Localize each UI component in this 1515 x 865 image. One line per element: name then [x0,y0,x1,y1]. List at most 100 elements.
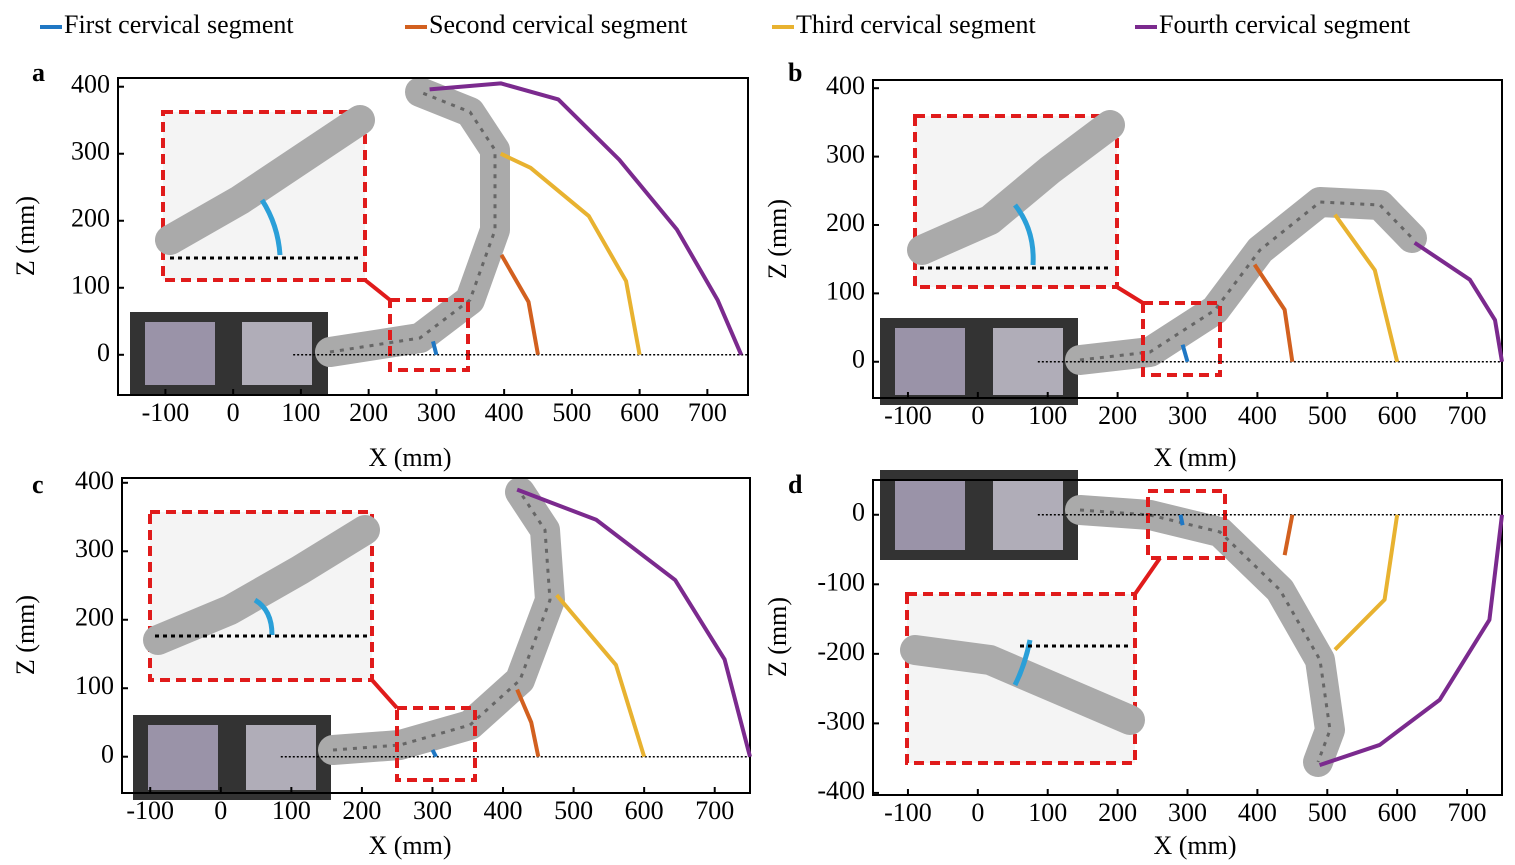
y-tick-label: 100 [75,671,114,700]
legend-label: Second cervical segment [429,10,688,39]
series-line [1178,514,1185,526]
series-line [1333,213,1400,363]
x-tick-label: -100 [126,796,174,825]
x-tick-label: 200 [349,398,388,427]
x-tick-label: 0 [214,796,227,825]
y-tick-label: 400 [71,70,110,99]
robot-body [1065,187,1427,375]
inset-body [143,515,380,655]
y-tick-label: -400 [817,776,865,805]
x-tick-label: 400 [485,398,524,427]
y-axis-label: Z (mm) [763,199,792,279]
x-tick-label: 600 [625,796,664,825]
inset-segment [253,597,275,636]
y-tick-label: 200 [826,208,865,237]
series-line [555,593,647,758]
y-tick-label: 0 [97,338,110,367]
x-tick-label: 100 [1028,401,1067,430]
inset-body [907,110,1125,265]
x-tick-label: 0 [971,401,984,430]
inset-body [900,635,1145,735]
x-tick-label: 100 [272,796,311,825]
y-axis-label: Z (mm) [11,595,40,675]
x-tick-label: 300 [413,796,452,825]
x-tick-label: 500 [1308,798,1347,827]
x-tick-label: 700 [688,398,727,427]
y-tick-label: 300 [75,534,114,563]
legend-label: Third cervical segment [796,10,1036,39]
robot-texture [332,491,552,752]
connector [370,678,399,710]
robot-module [895,328,965,395]
x-tick-label: 100 [1028,798,1067,827]
x-axis-label: X (mm) [368,831,451,860]
y-tick-label: 300 [71,137,110,166]
robot-module [242,322,312,385]
series-line [430,748,438,758]
x-tick-label: 400 [1238,401,1277,430]
x-axis-label: X (mm) [1153,443,1236,472]
y-tick-label: -200 [817,637,865,666]
y-tick-label: -300 [817,706,865,735]
connector [1133,556,1162,596]
y-tick-label: 100 [71,271,110,300]
legend-label: Fourth cervical segment [1159,10,1411,39]
y-tick-label: 200 [75,603,114,632]
series-line [499,253,540,356]
x-tick-label: 500 [552,398,591,427]
x-tick-label: 200 [342,796,381,825]
panel-label: c [32,470,44,499]
plot-frame [121,477,751,794]
x-tick-label: 400 [484,796,523,825]
inset-segment [259,198,283,256]
x-tick-label: -100 [884,798,932,827]
x-tick-label: 300 [417,398,456,427]
panel-label: d [788,470,803,499]
y-tick-label: 0 [101,740,114,769]
inset-segment [1013,203,1036,266]
x-tick-label: 500 [1308,401,1347,430]
panel-label: a [32,58,45,87]
y-tick-label: 200 [71,204,110,233]
series-line [1282,514,1295,556]
y-tick-label: 400 [826,71,865,100]
series-line [1318,514,1504,767]
connector [1115,285,1145,305]
panel-label: b [788,58,802,87]
legend-label: First cervical segment [64,10,294,39]
series-line [1413,241,1504,363]
inset [905,592,1137,765]
x-tick-label: 0 [227,398,240,427]
x-tick-label: -100 [884,401,932,430]
robot-module [145,322,215,385]
x-tick-label: 0 [971,798,984,827]
robot-module [993,480,1063,550]
y-tick-label: 100 [826,276,865,305]
x-tick-label: 300 [1168,798,1207,827]
x-tick-label: 500 [554,796,593,825]
robot-module [246,725,316,790]
x-axis-label: X (mm) [368,443,451,472]
series-line [1252,263,1295,363]
robot-texture [1079,200,1414,362]
robot-module [148,725,218,790]
connector [363,278,392,302]
x-tick-label: 200 [1098,798,1137,827]
y-tick-label: 0 [852,345,865,374]
series-line [429,81,744,356]
y-tick-label: 300 [826,140,865,169]
x-axis-label: X (mm) [1153,831,1236,860]
x-tick-label: 300 [1168,401,1207,430]
y-axis-label: Z (mm) [763,597,792,677]
x-tick-label: 600 [1378,401,1417,430]
plot-frame [117,77,749,396]
x-tick-label: 600 [1378,798,1417,827]
robot-texture [329,90,497,354]
y-axis-label: Z (mm) [11,196,40,276]
series-line [515,688,541,758]
x-tick-label: 200 [1098,401,1137,430]
decorations [130,77,1427,800]
zoom-box [1146,489,1227,560]
inset-body [155,105,375,255]
